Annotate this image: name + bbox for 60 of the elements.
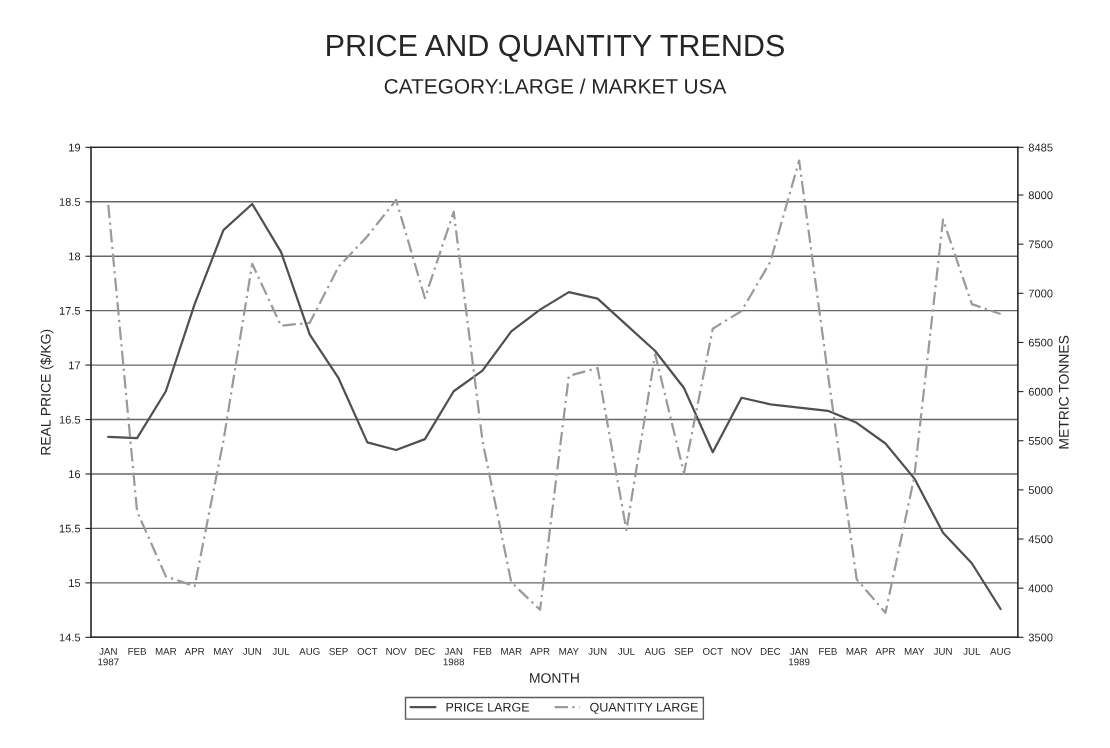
legend-label: PRICE LARGE (446, 702, 530, 712)
y-tick-label: 15 (69, 579, 81, 587)
x-tick-label: MAY (904, 648, 925, 655)
x-tick-label: MAR (155, 648, 177, 655)
x-tick-label: AUG (990, 647, 1011, 655)
x-tick-label: JUN (588, 648, 607, 655)
y2-tick-label: 5000 (1028, 486, 1053, 495)
y-tick-label: 19 (69, 143, 81, 152)
y2-tick-label: 6500 (1028, 338, 1053, 347)
y2-tick-label: 7000 (1028, 289, 1053, 298)
x-tick-label: JUL (272, 648, 290, 655)
x-tick-label: MAY (559, 648, 579, 655)
x-tick-label: FEB (819, 648, 837, 655)
x-tick-label: FEB (128, 648, 147, 655)
x-tick-label: JAN 1988 (443, 648, 465, 666)
x-tick-label: JUN (933, 648, 952, 655)
x-tick-label: NOV (731, 647, 753, 655)
y2-tick-label: 6000 (1028, 387, 1053, 396)
x-tick-label: JUL (963, 648, 981, 655)
x-tick-label: OCT (357, 647, 378, 655)
x-tick-label: APR (184, 648, 205, 655)
x-tick-label: AUG (644, 647, 665, 655)
y-tick-label: 17.5 (59, 307, 81, 315)
y-tick-label: 18.5 (59, 198, 81, 206)
x-axis-title: MONTH (530, 673, 579, 684)
x-tick-label: AUG (299, 647, 320, 655)
x-tick-label: FEB (473, 648, 492, 655)
x-tick-label: DEC (415, 647, 435, 655)
y-tick-label: 14.5 (59, 633, 81, 642)
y-tick-label: 18 (69, 252, 81, 261)
y-tick-label: 15.5 (59, 524, 81, 533)
y-tick-label: 17 (69, 361, 81, 370)
y2-tick-label: 3500 (1028, 633, 1053, 642)
y2-tick-label: 8000 (1028, 191, 1053, 200)
x-tick-label: JAN 1989 (789, 648, 810, 666)
x-tick-label: SEP (329, 647, 348, 655)
y2-tick-label: 4000 (1028, 584, 1053, 593)
x-tick-label: APR (875, 648, 896, 655)
x-tick-label: OCT (702, 647, 723, 655)
chart-subtitle: CATEGORY:LARGE / MARKET USA (384, 78, 727, 94)
y2-axis-title: METRIC TONNES (1058, 335, 1069, 449)
x-tick-label: NOV (386, 647, 407, 655)
y2-tick-label: 4500 (1028, 535, 1053, 544)
x-tick-label: MAY (214, 648, 234, 655)
y2-tick-label: 7500 (1028, 240, 1053, 249)
y2-tick-label: 8485 (1028, 143, 1053, 152)
legend-label: QUANTITY LARGE (590, 702, 698, 714)
x-tick-label: MAR (846, 648, 868, 655)
x-tick-label: DEC (760, 647, 781, 655)
x-tick-label: JUL (617, 648, 635, 655)
x-tick-label: MAR (501, 648, 522, 655)
chart-title: PRICE AND QUANTITY TRENDS (327, 34, 784, 62)
y-axis-title: REAL PRICE ($/KG) (40, 329, 54, 455)
x-tick-label: APR (530, 648, 550, 655)
x-tick-label: JAN 1987 (98, 648, 119, 666)
y-tick-label: 16 (69, 470, 81, 479)
y-tick-label: 16.5 (59, 415, 81, 424)
y2-tick-label: 5500 (1028, 437, 1053, 445)
x-tick-label: JUN (242, 648, 261, 655)
x-tick-label: SEP (674, 647, 694, 655)
